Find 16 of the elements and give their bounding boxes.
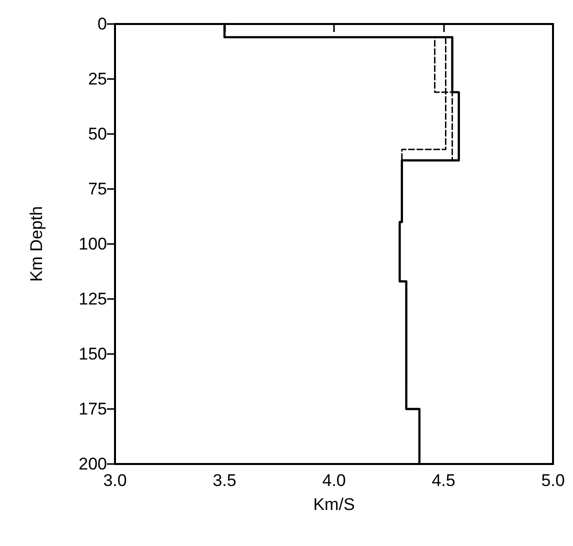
y-tick-label: 75 xyxy=(88,180,107,198)
x-tick-label: 4.5 xyxy=(432,471,456,490)
y-tick-label: 200 xyxy=(78,454,107,474)
x-tick-label: 4.0 xyxy=(322,471,346,490)
y-axis-title: Km Depth xyxy=(27,206,46,282)
y-tick-label: 150 xyxy=(78,344,107,364)
y-tick-label: 25 xyxy=(88,70,107,88)
x-tick-label: 5.0 xyxy=(541,471,565,490)
x-tick-label: 3.5 xyxy=(212,471,236,490)
y-tick-label: 100 xyxy=(78,234,107,254)
y-tick-label: 50 xyxy=(88,124,107,144)
y-tick-label: 175 xyxy=(78,400,107,418)
x-axis-title: Km/S xyxy=(313,495,355,514)
y-tick-label: 0 xyxy=(98,14,107,34)
y-tick-label: 125 xyxy=(78,290,107,308)
x-tick-label: 3.0 xyxy=(103,471,127,490)
